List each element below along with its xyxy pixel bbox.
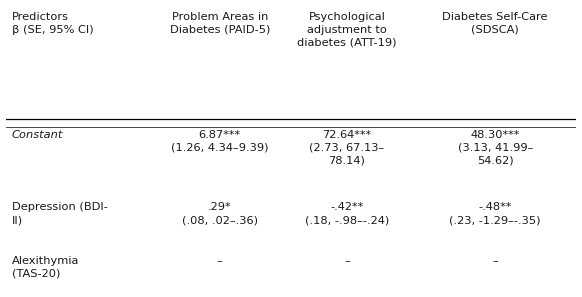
Text: Alexithymia
(TAS-20): Alexithymia (TAS-20) — [12, 256, 79, 279]
Text: 48.30***
(3.13, 41.99–
54.62): 48.30*** (3.13, 41.99– 54.62) — [457, 129, 533, 165]
Text: Constant: Constant — [12, 129, 63, 140]
Text: –: – — [344, 256, 350, 266]
Text: Diabetes Self-Care
(SDSCA): Diabetes Self-Care (SDSCA) — [442, 12, 548, 34]
Text: 72.64***
(2.73, 67.13–
78.14): 72.64*** (2.73, 67.13– 78.14) — [309, 129, 385, 165]
Text: –: – — [217, 256, 222, 266]
Text: -.48**
(.23, -1.29–-.35): -.48** (.23, -1.29–-.35) — [449, 202, 541, 225]
Text: –: – — [492, 256, 498, 266]
Text: Problem Areas in
Diabetes (PAID-5): Problem Areas in Diabetes (PAID-5) — [169, 12, 270, 34]
Text: Depression (BDI-
II): Depression (BDI- II) — [12, 202, 108, 225]
Text: .29*
(.08, .02–.36): .29* (.08, .02–.36) — [182, 202, 258, 225]
Text: 6.87***
(1.26, 4.34–9.39): 6.87*** (1.26, 4.34–9.39) — [171, 129, 268, 152]
Text: Predictors
β (SE, 95% CI): Predictors β (SE, 95% CI) — [12, 12, 93, 34]
Text: -.42**
(.18, -.98–-.24): -.42** (.18, -.98–-.24) — [305, 202, 389, 225]
Text: Psychological
adjustment to
diabetes (ATT-19): Psychological adjustment to diabetes (AT… — [297, 12, 397, 47]
